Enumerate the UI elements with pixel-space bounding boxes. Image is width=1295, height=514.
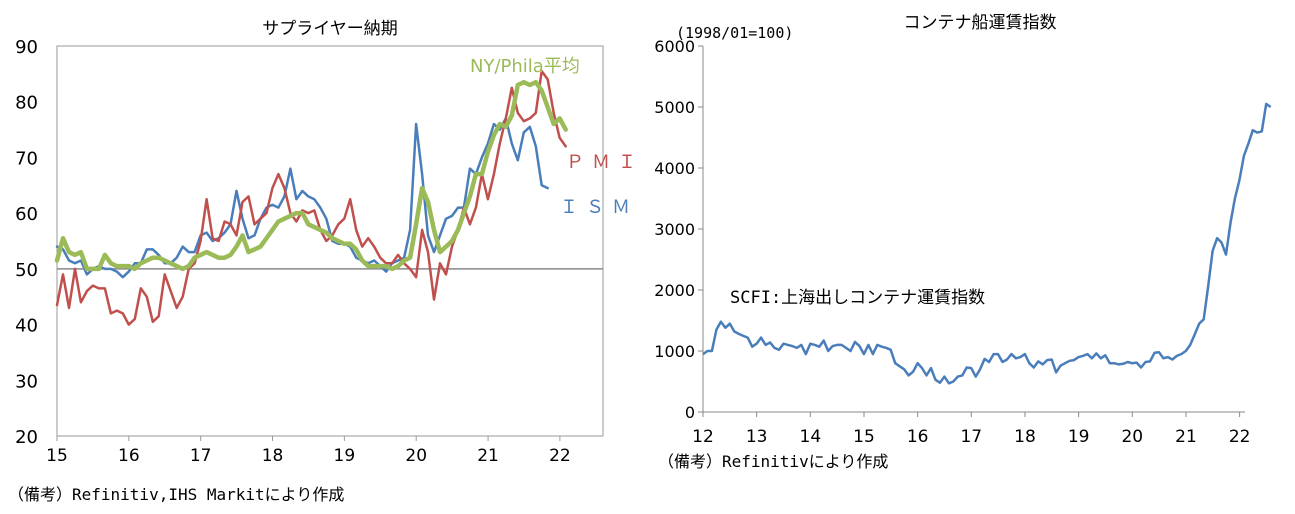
right-x-tick-label: 13 [746,427,768,447]
right-y-tick-label: 5000 [654,98,695,117]
left-x-tick-label: 22 [549,446,571,466]
series-label-pmi: ＰＭＩ [566,152,644,173]
left-y-tick-label: 70 [15,148,38,169]
left-x-tick-label: 20 [405,446,427,466]
left-y-tick-label: 50 [15,260,38,281]
right-x-tick-label: 22 [1229,427,1251,447]
right-unit-label: (1998/01=100) [676,24,793,42]
left-y-tick-label: 20 [15,427,38,448]
right-x-tick-label: 12 [692,427,714,447]
left-chart: 20 30 40 50 60 70 80 90 15 16 17 18 19 20 21 22 サプライヤー… [8,19,644,504]
left-x-tick-label: 17 [190,446,212,466]
series-line-ny-phila [54,79,568,272]
scfi-annotation: SCFI:上海出しコンテナ運賃指数 [730,288,985,308]
left-x-tick-label: 21 [477,446,499,466]
left-x-tick-label: 19 [334,446,356,466]
right-y-tick-label: 4000 [654,159,695,178]
left-plot-area [56,45,604,437]
right-x-tick-label: 17 [960,427,982,447]
right-source-note: （備考）Refinitivにより作成 [658,452,888,471]
left-x-tick-label: 18 [262,446,284,466]
right-x-tick-label: 20 [1121,427,1143,447]
left-chart-title: サプライヤー納期 [262,19,398,39]
left-x-tick-label: 15 [46,446,68,466]
left-y-tick-label: 40 [15,316,38,337]
left-x-tick-label: 16 [118,446,140,466]
right-x-tick-label: 19 [1068,427,1090,447]
series-line-pmi [55,69,567,326]
right-chart: 0 1000 2000 3000 4000 5000 6000 12 13 14 15 16 17 18… [654,13,1272,471]
right-y-tick-label: 3000 [654,220,695,239]
right-x-tick-label: 18 [1014,427,1036,447]
right-y-tick-label: 6000 [654,37,695,56]
right-x-tick-label: 14 [800,427,822,447]
right-y-tick-label: 1000 [654,342,695,361]
right-x-tick-label: 15 [853,427,875,447]
right-y-tick-label: 0 [685,403,695,422]
left-source-note: （備考）Refinitiv,IHS Markitにより作成 [8,485,344,504]
left-y-tick-label: 30 [15,371,38,392]
right-x-tick-label: 21 [1175,427,1197,447]
right-y-tick-label: 2000 [654,281,695,300]
right-x-tick-label: 16 [907,427,929,447]
series-label-ny-phila: NY/Phila平均 [470,56,580,77]
right-chart-title: コンテナ船運賃指数 [904,13,1057,33]
left-y-tick-label: 60 [15,204,38,225]
left-y-tick-label: 90 [15,37,38,58]
series-line-scfi [702,102,1272,385]
series-label-ism: ＩＳＭ [560,197,638,218]
left-y-tick-label: 80 [15,93,38,114]
